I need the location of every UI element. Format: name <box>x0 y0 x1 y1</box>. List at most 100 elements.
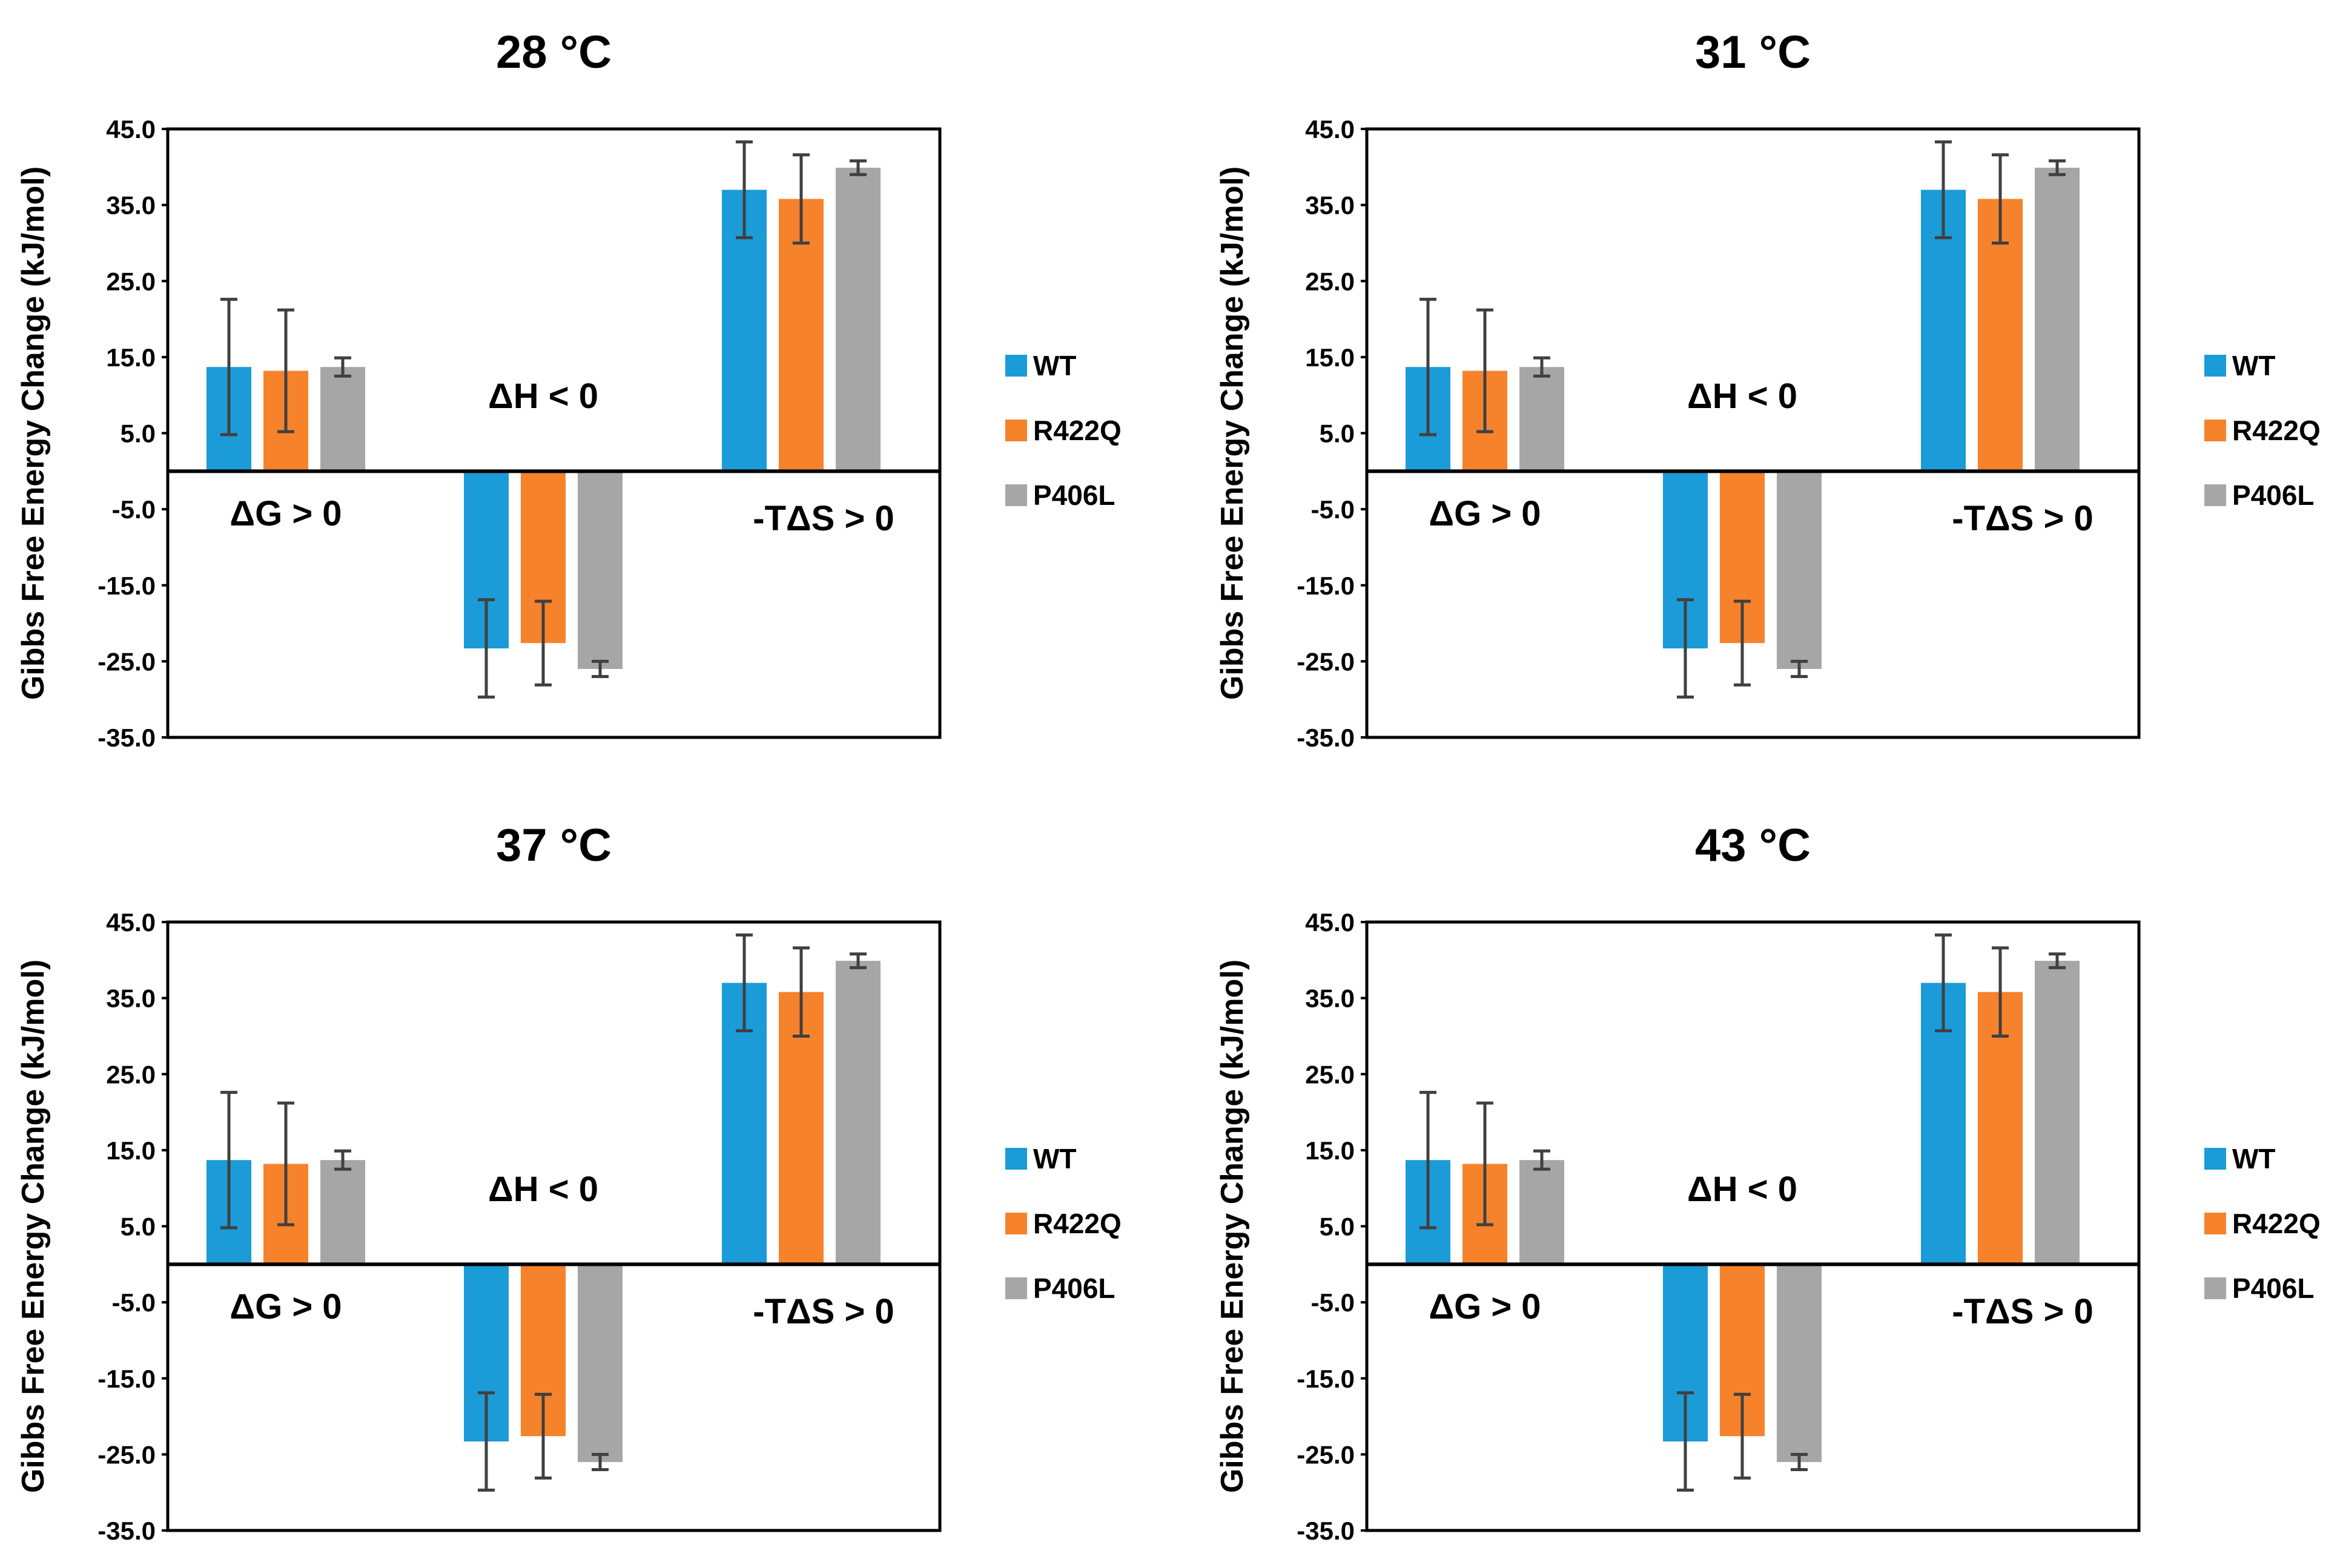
error-bar <box>850 159 867 176</box>
chart-title: 31 °C <box>1695 27 1811 78</box>
y-axis-label: Gibbs Free Energy Change (kJ/mol) <box>1215 166 1250 700</box>
error-bar <box>1476 308 1493 433</box>
legend: WT R422Q P406L <box>2204 350 2321 511</box>
legend-swatch-p406l <box>1005 484 1027 506</box>
chart-title: 43 °C <box>1695 820 1811 871</box>
legend: WT R422Q P406L <box>1005 1143 1122 1304</box>
y-tick-label: 5.0 <box>1320 1213 1355 1241</box>
error-bar <box>793 946 810 1038</box>
bar-p406l-2 <box>578 471 623 669</box>
annotation-3: -TΔS > 0 <box>1952 1292 2093 1331</box>
y-tick-label: 25.0 <box>106 267 156 295</box>
annotation-3: -TΔS > 0 <box>753 499 894 538</box>
y-tick-label: 35.0 <box>106 984 156 1013</box>
plot-frame <box>166 127 942 739</box>
y-tick-label: -5.0 <box>112 495 156 524</box>
error-bar <box>1935 933 1952 1033</box>
bar-p406l-1 <box>1519 1160 1564 1265</box>
error-bar <box>1734 1392 1751 1480</box>
error-bar <box>478 598 495 699</box>
bar-p406l-2 <box>1777 1264 1822 1462</box>
y-tick-label: 5.0 <box>121 1213 156 1241</box>
legend-swatch-r422q <box>1005 420 1027 441</box>
y-tick-label: 35.0 <box>1305 984 1355 1013</box>
legend-swatch-p406l <box>1005 1277 1027 1299</box>
legend-label-p406l: P406L <box>1033 1273 1115 1304</box>
annotation-3: -TΔS > 0 <box>1952 499 2093 538</box>
y-tick-label: 15.0 <box>106 343 156 372</box>
error-bar <box>2049 159 2066 176</box>
y-axis-label: Gibbs Free Energy Change (kJ/mol) <box>16 960 51 1493</box>
annotation-2: ΔH < 0 <box>488 377 598 416</box>
error-bar <box>1791 1452 1808 1471</box>
bar-p406l-2 <box>578 1264 623 1462</box>
error-bar <box>220 297 237 436</box>
annotation-2: ΔH < 0 <box>1687 377 1797 416</box>
legend-label-wt: WT <box>2232 350 2276 381</box>
error-bar <box>1476 1101 1493 1227</box>
y-tick-label: 15.0 <box>1305 343 1355 372</box>
y-tick-label: -15.0 <box>97 1365 156 1393</box>
legend: WT R422Q P406L <box>1005 350 1122 511</box>
y-axis-label: Gibbs Free Energy Change (kJ/mol) <box>1215 960 1250 1493</box>
legend-swatch-p406l <box>2204 484 2226 506</box>
y-tick-label: 25.0 <box>1305 1060 1355 1089</box>
error-bar <box>850 952 867 969</box>
annotation-1: ΔG > 0 <box>230 494 342 533</box>
bar-p406l-3 <box>2035 168 2080 472</box>
bar-p406l-3 <box>836 961 881 1265</box>
y-tick-label: -15.0 <box>97 572 156 600</box>
y-tick-label: 25.0 <box>1305 267 1355 295</box>
legend-swatch-wt <box>2204 355 2226 377</box>
y-tick-label: 15.0 <box>106 1136 156 1165</box>
legend-swatch-r422q <box>1005 1213 1027 1234</box>
y-tick-label: 45.0 <box>106 115 156 143</box>
y-tick-label: -25.0 <box>1297 1440 1355 1469</box>
error-bar <box>736 140 753 240</box>
chart-panel-4: 43 °C Gibbs Free Energy Change (kJ/mol) 45… <box>1215 820 2321 1545</box>
y-tick-label: 35.0 <box>106 191 156 220</box>
y-tick-label: -25.0 <box>97 1440 156 1469</box>
error-bar <box>592 659 609 678</box>
error-bar <box>1419 1090 1436 1230</box>
legend-label-r422q: R422Q <box>1033 1208 1122 1239</box>
error-bar <box>220 1090 237 1230</box>
y-tick-label: 25.0 <box>106 1060 156 1089</box>
legend-swatch-p406l <box>2204 1277 2226 1299</box>
error-bar <box>736 933 753 1033</box>
legend-label-r422q: R422Q <box>2232 415 2321 446</box>
error-bar <box>1419 297 1436 436</box>
error-bar <box>1533 356 1550 378</box>
y-tick-label: 45.0 <box>1305 908 1355 937</box>
annotation-3: -TΔS > 0 <box>753 1292 894 1331</box>
legend-label-wt: WT <box>1033 1143 1077 1174</box>
legend-swatch-r422q <box>2204 1213 2226 1234</box>
y-tick-label: -15.0 <box>1297 1365 1355 1393</box>
y-tick-label: 35.0 <box>1305 191 1355 220</box>
error-bar <box>478 1391 495 1492</box>
plot-frame <box>1365 920 2141 1532</box>
y-tick-label: 45.0 <box>106 908 156 937</box>
legend-label-p406l: P406L <box>2232 1273 2315 1304</box>
chart-title: 37 °C <box>496 820 612 871</box>
chart-panel-3: 37 °C Gibbs Free Energy Change (kJ/mol) 45… <box>16 820 1122 1545</box>
bar-p406l-2 <box>1777 471 1822 669</box>
error-bar <box>1533 1149 1550 1171</box>
bar-p406l-3 <box>2035 961 2080 1265</box>
bar-p406l-1 <box>1519 367 1564 472</box>
y-tick-label: 15.0 <box>1305 1136 1355 1165</box>
legend-label-r422q: R422Q <box>2232 1208 2321 1239</box>
legend: WT R422Q P406L <box>2204 1143 2321 1304</box>
legend-swatch-wt <box>2204 1148 2226 1170</box>
legend-label-p406l: P406L <box>1033 479 1115 511</box>
y-tick-label: -25.0 <box>1297 647 1355 676</box>
error-bar <box>1992 153 2009 245</box>
bar-p406l-3 <box>836 168 881 472</box>
error-bar <box>277 308 294 433</box>
legend-label-wt: WT <box>2232 1143 2276 1174</box>
annotation-1: ΔG > 0 <box>1429 494 1541 533</box>
legend-label-wt: WT <box>1033 350 1077 381</box>
y-tick-label: 5.0 <box>1320 420 1355 448</box>
